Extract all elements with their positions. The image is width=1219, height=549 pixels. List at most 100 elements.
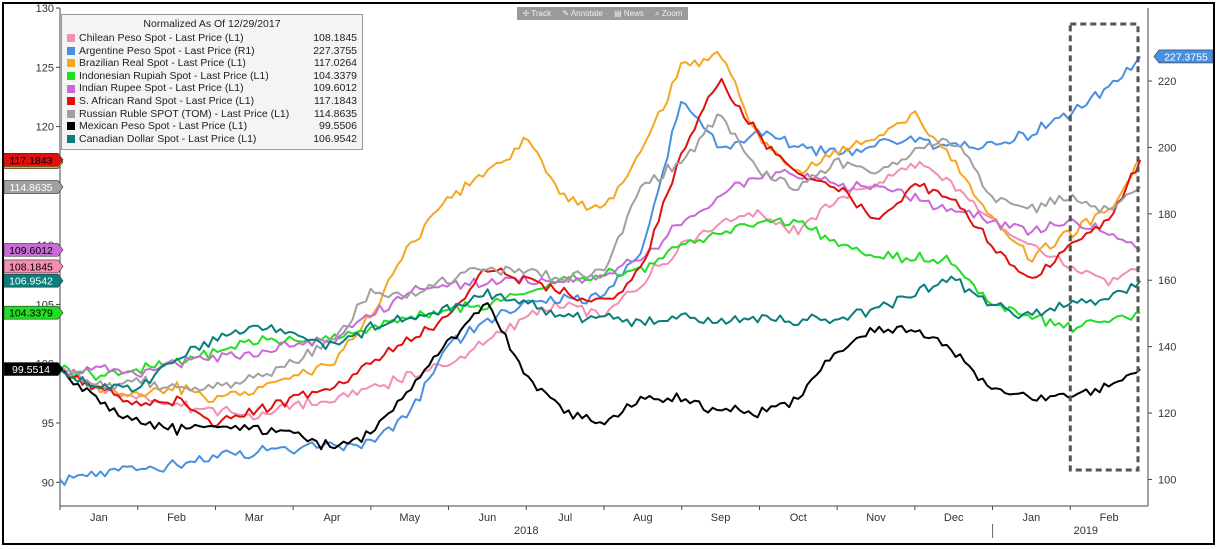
news-label: News (623, 9, 644, 18)
x-month-label: Jan (1023, 512, 1041, 524)
x-month-label: May (399, 512, 420, 524)
right-tick-label: 160 (1158, 275, 1176, 287)
legend-swatch (67, 59, 75, 68)
legend-series-name: S. African Rand Spot - Last Price (L1) (79, 94, 255, 107)
legend-series-name: Russian Ruble SPOT (TOM) - Last Price (L… (79, 107, 290, 120)
x-month-label: Mar (245, 512, 264, 524)
legend: Normalized As Of 12/29/2017 Chilean Peso… (61, 14, 363, 151)
value-tag (3, 243, 64, 257)
track-button[interactable]: ✢ Track (522, 9, 552, 18)
legend-series-value: 109.6012 (313, 82, 357, 95)
legend-item: Indian Rupee Spot - Last Price (L1) 109.6… (67, 82, 357, 95)
left-tick-label: 90 (42, 477, 54, 489)
left-tick-label: 95 (42, 418, 54, 430)
legend-swatch (67, 34, 75, 43)
series-line (59, 50, 1141, 403)
value-tag (1153, 49, 1214, 64)
x-month-label: Dec (944, 512, 964, 524)
value-tag (3, 305, 64, 320)
value-tag (3, 180, 64, 194)
series-line (59, 168, 1141, 378)
series-lines (59, 50, 1142, 486)
annotate-label: Annotate (570, 9, 603, 18)
series-line (59, 302, 1141, 451)
right-tick-label: 140 (1158, 342, 1176, 354)
value-tag-label: 117.1843 (9, 155, 52, 167)
left-tick-label: 130 (36, 3, 54, 15)
value-tags: 108.1845227.3755117.0264104.3379109.6012… (3, 49, 1214, 376)
value-tag (3, 362, 64, 376)
legend-rows: Chilean Peso Spot - Last Price (L1) 108.1… (67, 32, 357, 145)
right-tick-label: 220 (1158, 76, 1176, 88)
x-month-label: Apr (323, 512, 340, 524)
annotations (1068, 22, 1140, 472)
value-tag-label: 99.5514 (12, 364, 50, 376)
legend-series-name: Indonesian Rupiah Spot - Last Price (L1) (79, 69, 269, 82)
legend-series-value: 114.8635 (313, 107, 357, 120)
zoom-button[interactable]: ⌕ Zoom (655, 8, 683, 18)
value-tag-label: 106.9542 (9, 276, 53, 288)
legend-item: Mexican Peso Spot - Last Price (L1) 99.55… (67, 120, 357, 133)
legend-series-name: Chilean Peso Spot - Last Price (L1) (79, 32, 244, 44)
series-line (59, 77, 1142, 428)
legend-series-value: 117.0264 (313, 57, 357, 70)
news-button[interactable]: ▤ News (614, 9, 644, 18)
legend-series-value: 104.3379 (313, 69, 357, 82)
x-year-label: 2019 (1074, 525, 1098, 537)
right-tick-label: 100 (1158, 474, 1176, 486)
legend-swatch (67, 109, 75, 118)
chart-toolbar: ✢ Track ✎ Annotate ▤ News ⌕ Zoom (517, 7, 688, 20)
value-tag-label: 104.3379 (9, 308, 53, 320)
legend-swatch (67, 72, 75, 81)
legend-series-name: Argentine Peso Spot - Last Price (R1) (79, 44, 255, 57)
value-tag (3, 152, 64, 167)
track-label: Track (531, 9, 552, 18)
legend-title: Normalized As Of 12/29/2017 (143, 18, 281, 30)
legend-swatch (67, 122, 75, 131)
series-line (59, 113, 1141, 392)
legend-series-value: 99.5506 (319, 120, 357, 133)
x-month-label: Feb (167, 512, 186, 524)
left-tick-label: 125 (36, 62, 54, 74)
legend-series-value: 106.9542 (313, 132, 357, 145)
legend-item: S. African Rand Spot - Last Price (L1) 11… (67, 95, 357, 108)
legend-series-name: Indian Rupee Spot - Last Price (L1) (79, 82, 244, 95)
right-tick-label: 180 (1158, 209, 1176, 221)
value-tag (3, 273, 64, 288)
legend-item: Brazilian Real Spot - Last Price (L1) 117… (67, 57, 357, 70)
x-month-label: Aug (633, 512, 653, 524)
legend-item: Indonesian Rupiah Spot - Last Price (L1)… (67, 70, 357, 83)
x-month-label: Jul (558, 512, 572, 524)
annotate-button[interactable]: ✎ Annotate (562, 9, 603, 18)
value-tag-label: 109.6012 (9, 245, 53, 257)
legend-item: Canadian Dollar Spot - Last Price (L1) 10… (67, 133, 357, 146)
legend-swatch (67, 84, 75, 93)
x-month-label: Jan (90, 512, 108, 524)
x-month-label: Feb (1100, 512, 1119, 524)
legend-series-value: 227.3755 (313, 44, 357, 57)
legend-swatch (67, 97, 75, 106)
legend-series-value: 108.1845 (313, 32, 357, 44)
legend-swatch (67, 135, 75, 144)
x-month-label: Sep (711, 512, 731, 524)
x-month-label: Oct (790, 512, 807, 524)
legend-series-name: Mexican Peso Spot - Last Price (L1) (79, 120, 248, 133)
series-line (59, 275, 1142, 393)
value-tag-label: 108.1845 (9, 261, 53, 273)
dashed-highlight-box (1068, 22, 1140, 472)
legend-series-value: 117.1843 (313, 94, 357, 107)
series-line (59, 217, 1141, 381)
x-month-label: Nov (866, 512, 886, 524)
legend-swatch (67, 46, 75, 55)
legend-item: Argentine Peso Spot - Last Price (R1) 227… (67, 45, 357, 58)
x-month-label: Jun (479, 512, 497, 524)
value-tag-label: 114.8635 (9, 182, 52, 194)
right-tick-label: 120 (1158, 408, 1176, 420)
value-tag (3, 259, 64, 274)
zoom-label: Zoom (661, 8, 683, 18)
right-tick-label: 200 (1158, 142, 1176, 154)
legend-item: Chilean Peso Spot - Last Price (L1) 108.1… (67, 32, 357, 45)
value-tag-label: 227.3755 (1164, 51, 1208, 63)
left-tick-label: 120 (36, 122, 54, 134)
